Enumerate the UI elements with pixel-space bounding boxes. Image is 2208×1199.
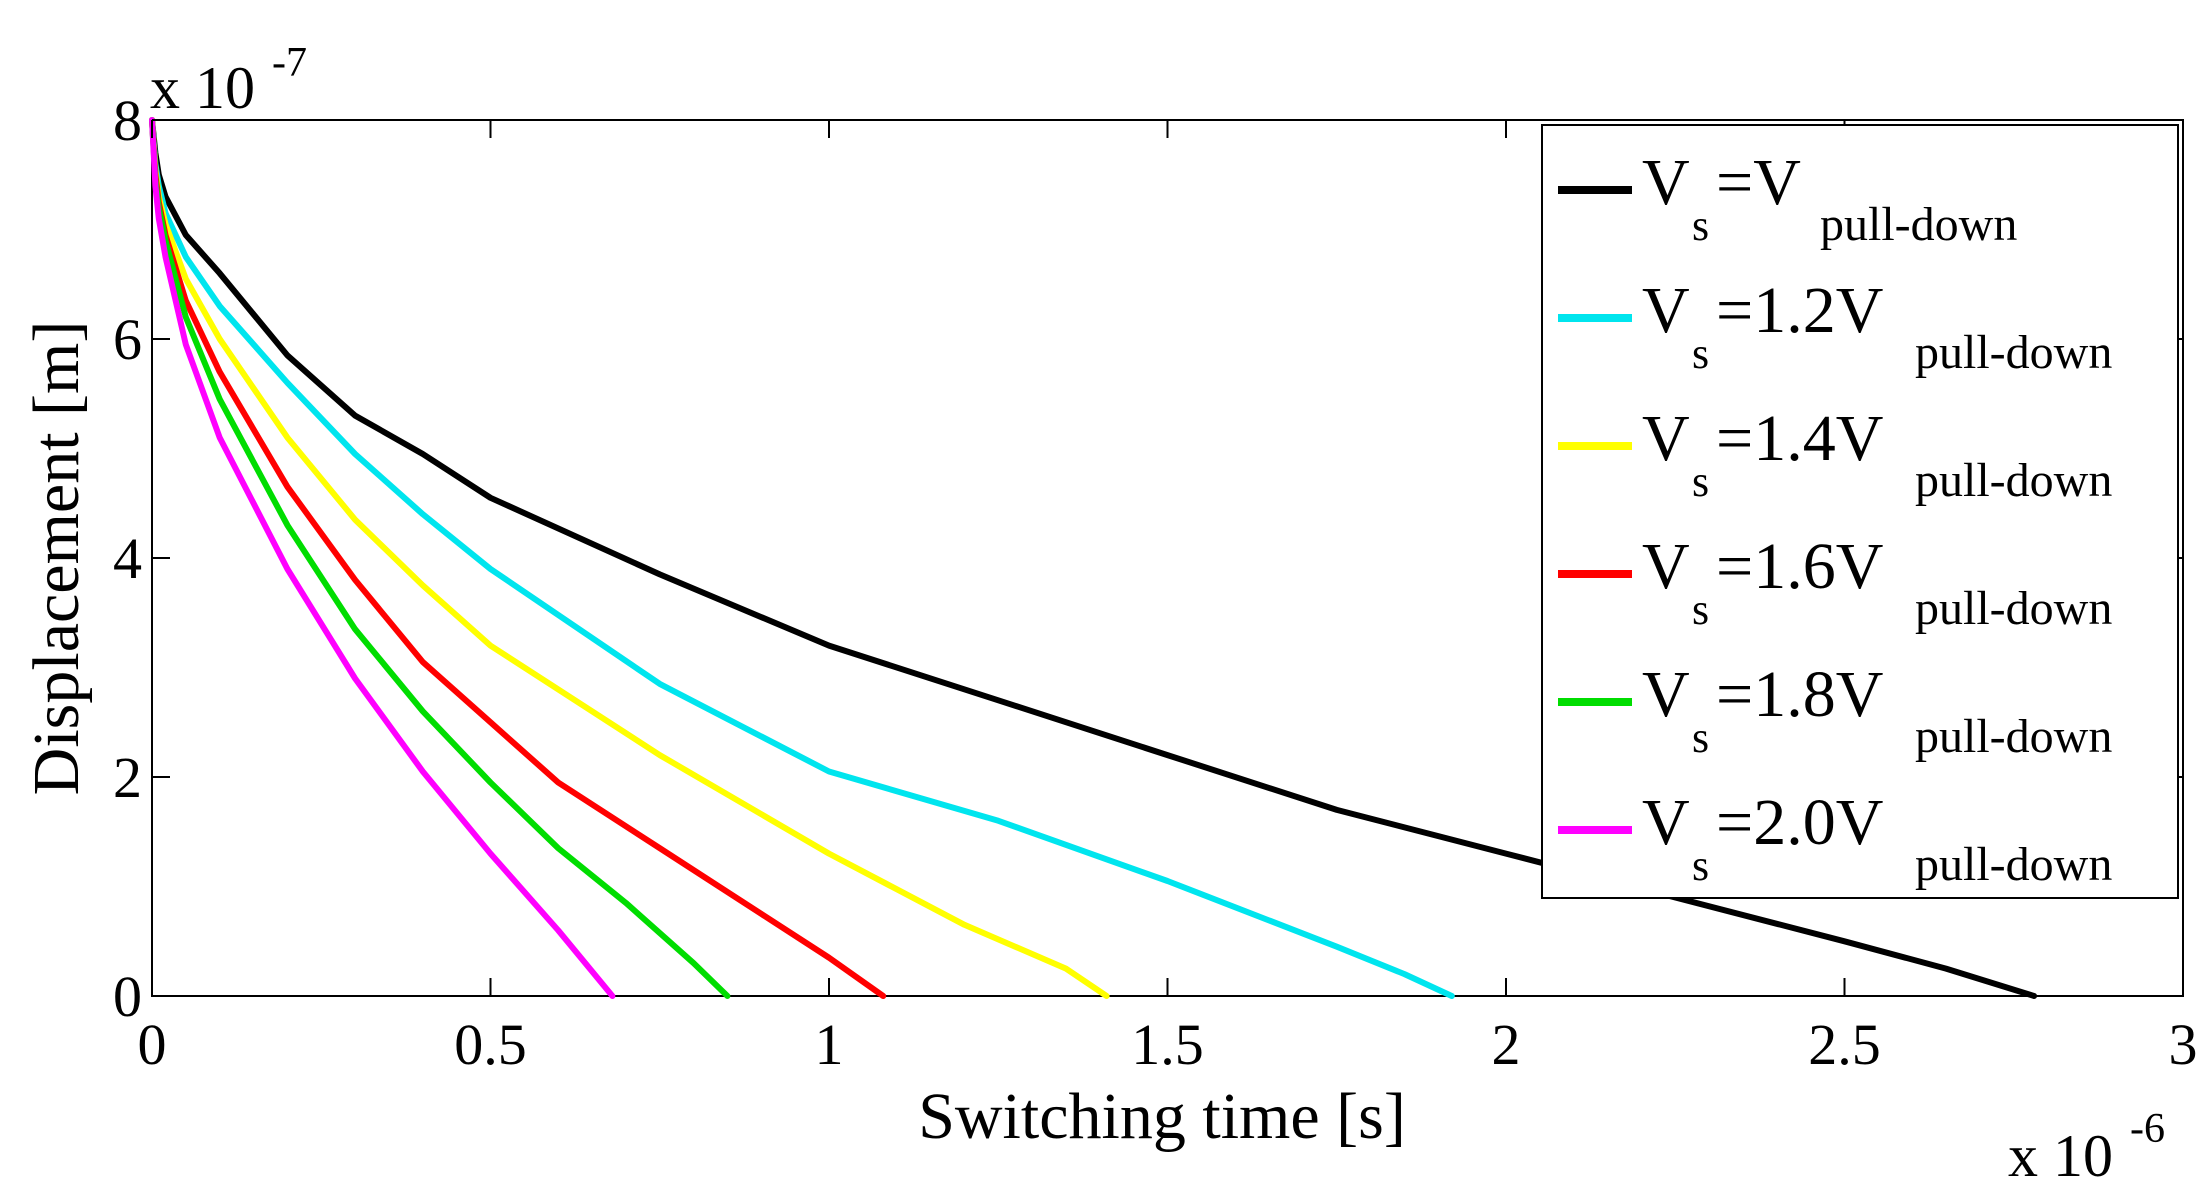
x-tick-label: 1 — [815, 1012, 844, 1077]
legend-label-mid: =1.8V — [1716, 658, 1883, 731]
legend-entry: Vs=1.6V pull-down — [1558, 530, 2112, 635]
legend-label-sub: s — [1692, 457, 1709, 506]
legend-label-mid: =2.0V — [1716, 786, 1883, 859]
legend-entry: Vs=V pull-down — [1558, 146, 2017, 251]
legend-label-sub: s — [1692, 329, 1709, 378]
legend-entry: Vs=1.2V pull-down — [1558, 274, 2112, 379]
x-tick-label: 2 — [1492, 1012, 1521, 1077]
legend-label-tail: pull-down — [1915, 582, 2112, 635]
legend-label-main: V — [1642, 274, 1690, 347]
y-multiplier: x 10 -7 — [150, 40, 307, 121]
legend-label-tail: pull-down — [1915, 710, 2112, 763]
y-tick-label: 4 — [113, 526, 142, 591]
x-tick-label: 0 — [138, 1012, 167, 1077]
y-tick-label: 6 — [113, 307, 142, 372]
y-multiplier-base: x 10 — [150, 55, 255, 121]
legend-label-mid: =1.4V — [1716, 402, 1883, 475]
x-tick-label: 1.5 — [1131, 1012, 1204, 1077]
legend-label-mid: =V — [1716, 146, 1801, 219]
legend-label-tail: pull-down — [1915, 326, 2112, 379]
legend-label-main: V — [1642, 146, 1690, 219]
legend-label-tail: pull-down — [1915, 454, 2112, 507]
legend-entry: Vs=1.4V pull-down — [1558, 402, 2112, 507]
legend-entry: Vs=1.8V pull-down — [1558, 658, 2112, 763]
legend-label-tail: pull-down — [1915, 838, 2112, 891]
legend-label-sub: s — [1692, 841, 1709, 890]
x-tick-label: 0.5 — [454, 1012, 527, 1077]
legend-label-mid: =1.6V — [1716, 530, 1883, 603]
legend-label-sub: s — [1692, 585, 1709, 634]
legend-label-main: V — [1642, 402, 1690, 475]
y-tick-label: 2 — [113, 745, 142, 810]
axes-layer: 0 0.5 1 1.5 2 2.5 3 0 2 4 6 8 — [113, 88, 2198, 1077]
legend-label-main: V — [1642, 530, 1690, 603]
legend-items: Vs=Vpull-downVs=1.2Vpull-downVs=1.4Vpull… — [1558, 146, 2112, 891]
x-tick-label: 2.5 — [1808, 1012, 1881, 1077]
y-tick-label: 8 — [113, 88, 142, 153]
y-axis-label: Displacement [m] — [20, 321, 93, 796]
legend-label-tail: pull-down — [1820, 198, 2017, 251]
legend-label-sub: s — [1692, 201, 1709, 250]
legend-box — [1541, 124, 2179, 899]
x-axis-label: Switching time [s] — [918, 1080, 1406, 1153]
legend-label-main: V — [1642, 786, 1690, 859]
x-multiplier-exponent: -6 — [2130, 1106, 2165, 1152]
legend-entry: Vs=2.0V pull-down — [1558, 786, 2112, 891]
legend-label-main: V — [1642, 658, 1690, 731]
x-tick-label: 3 — [2169, 1012, 2198, 1077]
x-multiplier: x 10 -6 — [2008, 1106, 2165, 1189]
legend: Vs=Vpull-downVs=1.2Vpull-downVs=1.4Vpull… — [1541, 124, 2179, 899]
y-multiplier-exponent: -7 — [272, 40, 307, 86]
legend-label-mid: =1.2V — [1716, 274, 1883, 347]
y-tick-label: 0 — [113, 964, 142, 1029]
series-line-6 — [149, 117, 616, 999]
x-multiplier-base: x 10 — [2008, 1123, 2113, 1189]
legend-label-sub: s — [1692, 713, 1709, 762]
